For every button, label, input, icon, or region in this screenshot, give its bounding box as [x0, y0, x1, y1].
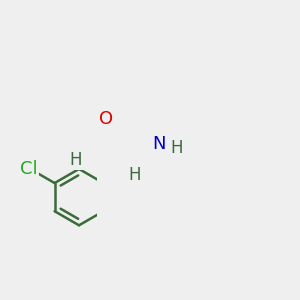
Text: O: O: [99, 110, 113, 128]
Text: H: H: [170, 139, 183, 157]
Text: Cl: Cl: [20, 160, 38, 178]
Text: N: N: [152, 135, 166, 153]
Text: H: H: [70, 152, 82, 169]
Text: H: H: [128, 166, 141, 184]
